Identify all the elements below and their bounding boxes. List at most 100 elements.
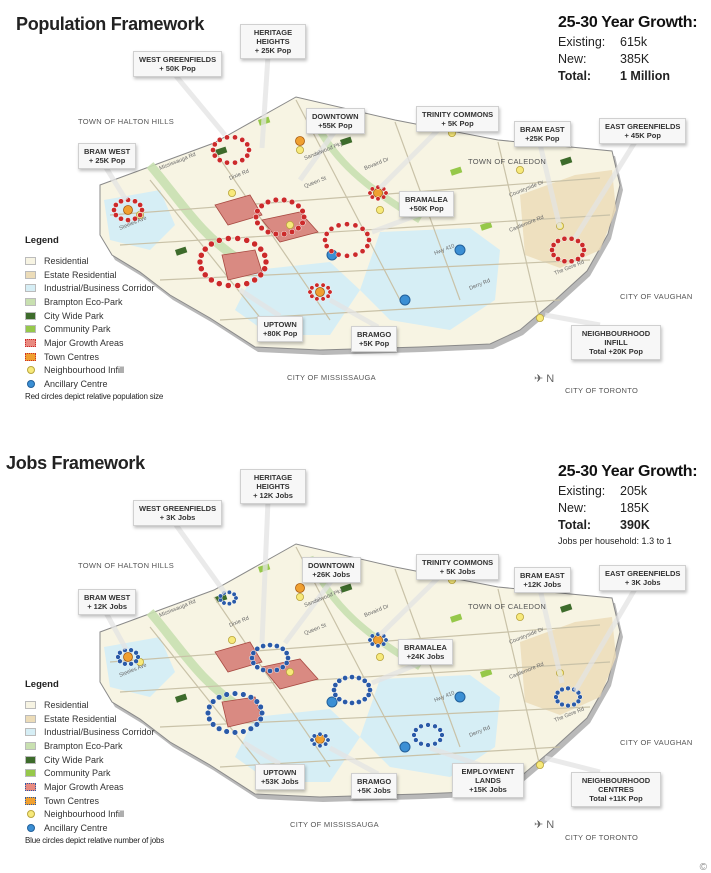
downtown-ring-dot [264,198,272,206]
uptown-ring-dot [198,252,205,259]
downtown-ring-dot [281,196,288,204]
bramgo-ring-dot [325,285,331,291]
ancillary-centre-icon [454,691,466,703]
bramalea-ring-dot [349,674,355,680]
park-block [175,246,188,256]
downtown-ring-dot [283,650,290,656]
east-greenfields-ring-dot [565,685,571,692]
east-greenfields-ring-dot [565,702,571,709]
bram-west-ring-dot [111,207,117,213]
legend-ancillary: Ancillary Centre [25,377,205,391]
uptown-ring-dot [234,282,241,289]
park-block [175,693,188,703]
downtown-ring-dot [274,667,280,673]
callout-bramgo: BRAMGO +5K Jobs [351,773,398,799]
bram-west-ring-dot [128,661,134,667]
trinity-commons-ring-dot [375,196,381,202]
trinity-commons-ring-dot [369,633,375,639]
callout-leader [242,740,282,767]
growth-total: Total: 1 Million [558,69,670,83]
bram-west-ring-dot [113,212,119,218]
bramalea-ring-dot [335,251,342,258]
downtown-ring-dot [264,228,272,236]
downtown-ring-dot [299,219,306,226]
road [119,661,611,693]
place-toronto: CITY OF TORONTO [565,386,639,395]
east-greenfields-ring-dot [575,256,581,262]
infill-dot-icon [27,366,35,375]
east-greenfields-ring-dot [568,258,575,265]
bram-west-ring-dot [139,207,145,213]
callout-leader [328,745,380,777]
callout-employment-lands: EMPLOYMENT LANDS +15K Jobs [452,763,524,798]
callout-west-greenfields: WEST GREENFIELDS + 50K Pop [133,51,223,77]
west-greenfields-ring-dot [244,141,251,148]
ancillary-centre-icon [399,294,411,306]
callout-bram-west: BRAM WEST + 25K Pop [78,143,137,169]
trinity-commons-ring-dot [367,190,373,196]
swatch-community-park [25,325,36,334]
infill-icon [536,760,545,769]
callout-leader [328,297,380,330]
bramalea-ring-dot [365,692,372,698]
callout-leader [371,211,421,235]
bram-west-ring-dot [133,658,139,664]
employment-lands-ring-dot [432,741,438,747]
infill-icon [516,612,525,621]
jobs-framework-panel: Mississauga Rd Sandalwood Pky Steeles Ave Q… [0,443,711,873]
infill-icon [536,313,545,322]
swatch-industrial [25,728,36,737]
bramalea-ring-dot [323,231,330,237]
uptown-ring-dot [206,703,213,711]
bram-west-ring-dot [125,217,131,223]
north-arrow-icon: ✈ N [534,819,555,831]
place-toronto: CITY OF TORONTO [565,833,639,842]
copyright-icon: © [699,862,707,873]
employment-lands-ring-dot [437,737,443,743]
downtown-ring-dot [295,202,302,209]
park-block [560,156,573,166]
bramalea-ring-dot [349,700,355,706]
employment-lands-ring-dot [413,727,419,733]
bramgo-ring-dot [311,733,317,739]
west-greenfields-ring-dot [210,147,216,153]
uptown-ring-dot [216,725,223,732]
callout-leader [572,587,638,693]
callout-leader [297,129,338,182]
swatch-residential [25,256,36,265]
east-greenfields-ring-dot [561,235,568,242]
downtown-ring-dot [249,655,255,661]
swatch-residential [25,700,36,709]
east-greenfields-ring-dot [549,247,555,253]
infill-icon [285,220,294,229]
uptown-ring-dot [223,728,230,735]
callout-neighbourhood-infill: NEIGHBOURHOOD INFILL Total +20K Pop [571,325,661,360]
east-greenfields-ring-dot [555,256,561,262]
trinity-commons-ring-dot [381,194,387,200]
town-centre-icon [295,583,305,593]
legend-note: Blue circles depict relative number of j… [25,835,165,845]
west-greenfields-ring-dot [239,157,246,163]
bramgo-ring-dot [314,282,320,288]
uptown-ring-dot [243,237,250,244]
legend-community-park: Community Park [25,766,205,780]
growth-total: Total: 390K [558,518,650,532]
jobs-growth-summary: 25-30 Year Growth: Existing: 205k New: 185… [558,463,708,546]
uptown-ring-dot [216,280,223,287]
place-mississauga: CITY OF MISSISSAUGA [287,373,376,382]
growth-area-block [214,194,263,226]
downtown-ring-dot [299,208,306,215]
uptown-ring-dot [257,271,265,279]
west-greenfields-ring-dot [216,157,223,163]
downtown-ring-dot [254,664,261,671]
uptown-ring-dot [243,280,250,287]
estate-residential-zone [520,170,616,268]
growth-title: 25-30 Year Growth: [558,14,698,31]
infill-icon [227,635,236,644]
ancillary-dot-icon [27,380,35,389]
east-greenfields-ring-dot [575,238,581,244]
infill-icon [295,145,304,154]
ancillary-centre-icon [399,741,411,753]
callout-leader [537,588,565,684]
